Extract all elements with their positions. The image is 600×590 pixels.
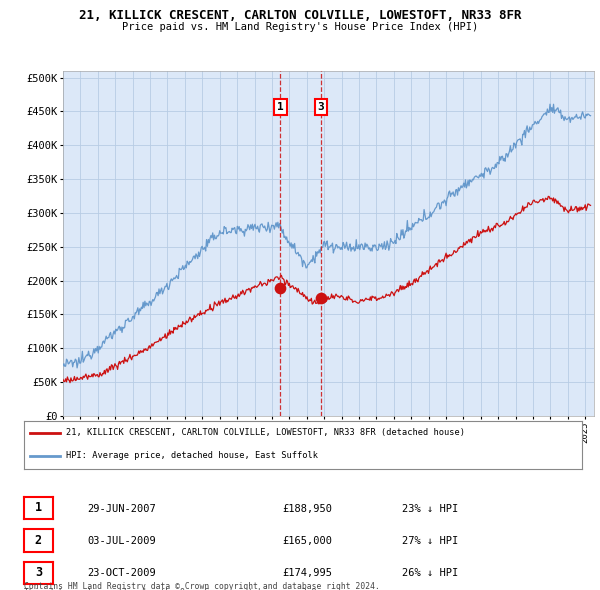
Text: 3: 3 <box>35 566 42 579</box>
Text: 3: 3 <box>317 102 324 112</box>
Text: 21, KILLICK CRESCENT, CARLTON COLVILLE, LOWESTOFT, NR33 8FR: 21, KILLICK CRESCENT, CARLTON COLVILLE, … <box>79 9 521 22</box>
Text: 29-JUN-2007: 29-JUN-2007 <box>87 504 156 513</box>
Text: This data is licensed under the Open Government Licence v3.0.: This data is licensed under the Open Gov… <box>24 588 322 590</box>
Text: £188,950: £188,950 <box>282 504 332 513</box>
Text: HPI: Average price, detached house, East Suffolk: HPI: Average price, detached house, East… <box>66 451 318 460</box>
Text: £165,000: £165,000 <box>282 536 332 546</box>
Text: 21, KILLICK CRESCENT, CARLTON COLVILLE, LOWESTOFT, NR33 8FR (detached house): 21, KILLICK CRESCENT, CARLTON COLVILLE, … <box>66 428 465 437</box>
Text: 1: 1 <box>35 502 42 514</box>
Point <box>316 293 326 302</box>
Text: Price paid vs. HM Land Registry's House Price Index (HPI): Price paid vs. HM Land Registry's House … <box>122 22 478 32</box>
Text: 26% ↓ HPI: 26% ↓ HPI <box>402 569 458 578</box>
Text: £174,995: £174,995 <box>282 569 332 578</box>
Text: 03-JUL-2009: 03-JUL-2009 <box>87 536 156 546</box>
Text: 23-OCT-2009: 23-OCT-2009 <box>87 569 156 578</box>
Text: 1: 1 <box>277 102 284 112</box>
Text: 27% ↓ HPI: 27% ↓ HPI <box>402 536 458 546</box>
Point <box>275 283 285 293</box>
Text: 23% ↓ HPI: 23% ↓ HPI <box>402 504 458 513</box>
Text: 2: 2 <box>35 534 42 547</box>
Text: Contains HM Land Registry data © Crown copyright and database right 2024.: Contains HM Land Registry data © Crown c… <box>24 582 380 590</box>
